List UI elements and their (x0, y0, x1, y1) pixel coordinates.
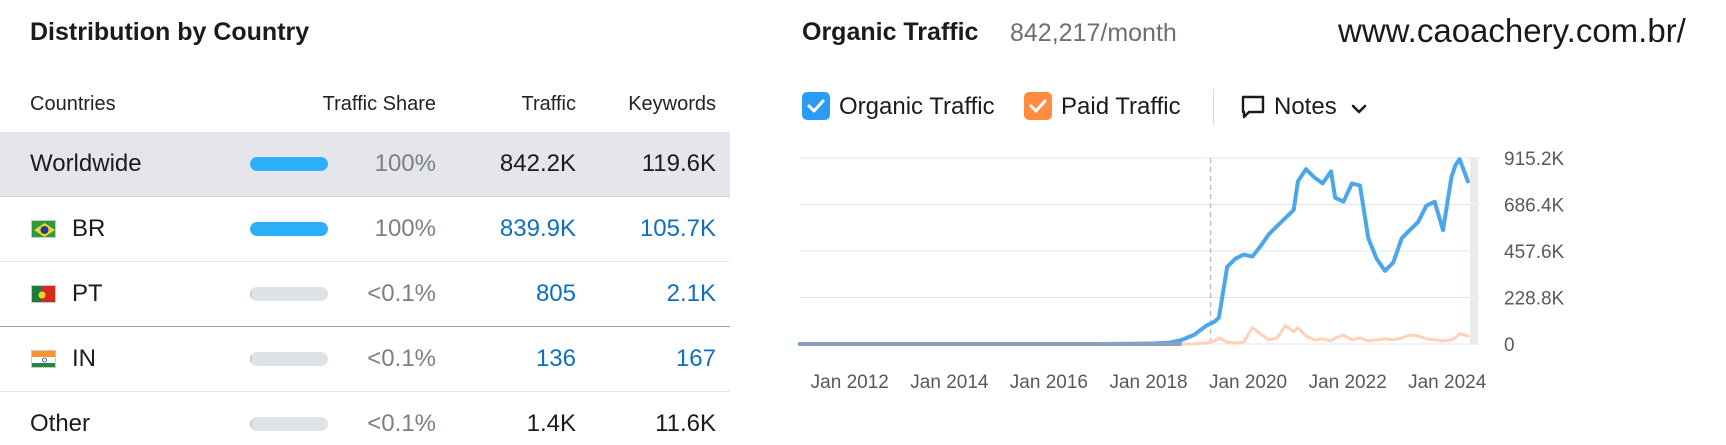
y-tick-label: 915.2K (1504, 150, 1565, 170)
keywords-link[interactable]: 2.1K (666, 280, 716, 307)
column-header-traffic[interactable]: Traffic (521, 93, 576, 115)
keywords-value: 11.6K (655, 410, 716, 437)
traffic-share-value: <0.1% (367, 410, 436, 437)
panel-title: Distribution by Country (30, 18, 310, 46)
traffic-value: 842.2K (499, 150, 576, 177)
traffic-share-fill (250, 352, 252, 366)
traffic-value: 1.4K (526, 410, 576, 437)
country-name: PT (72, 280, 103, 307)
checkbox-checked-icon[interactable] (1024, 92, 1052, 120)
traffic-share-fill (250, 157, 328, 171)
country-name: IN (72, 345, 96, 372)
keywords-link[interactable]: 105.7K (639, 215, 716, 242)
x-tick-label: Jan 2024 (1408, 372, 1487, 393)
legend-divider (1213, 89, 1214, 125)
traffic-link[interactable]: 839.9K (499, 215, 576, 242)
comment-icon (1240, 94, 1266, 125)
country-name: BR (72, 215, 106, 242)
x-tick-label: Jan 2022 (1309, 372, 1387, 393)
traffic-share-bar (250, 222, 328, 236)
traffic-share-value: <0.1% (367, 345, 436, 372)
y-tick-label: 0 (1504, 335, 1515, 356)
table-row-br[interactable]: BR 100% 839.9K 105.7K (0, 197, 730, 262)
legend-paid-label: Paid Traffic (1061, 93, 1181, 120)
chevron-down-icon (1351, 102, 1367, 120)
domain-label: www.caoachery.com.br/ (1338, 12, 1686, 49)
monthly-traffic-value: 842,217/month (1010, 19, 1177, 47)
y-tick-label: 228.8K (1504, 289, 1565, 310)
traffic-share-fill (250, 287, 252, 301)
paid-traffic-line (798, 324, 1470, 346)
x-tick-label: Jan 2020 (1209, 372, 1287, 393)
traffic-link[interactable]: 136 (535, 345, 576, 372)
portugal-flag-icon (31, 285, 56, 303)
y-tick-label: 457.6K (1504, 242, 1565, 263)
column-header-keywords[interactable]: Keywords (628, 93, 716, 115)
traffic-share-bar (250, 287, 328, 301)
traffic-share-fill (250, 222, 328, 236)
table-row-in[interactable]: IN <0.1% 136 167 (0, 327, 730, 392)
country-name: Worldwide (30, 150, 142, 177)
traffic-share-value: 100% (374, 150, 436, 177)
traffic-share-value: <0.1% (367, 280, 436, 307)
notes-label: Notes (1274, 93, 1337, 120)
distribution-panel: Distribution by Country Countries Traffi… (0, 0, 730, 445)
traffic-share-value: 100% (374, 215, 436, 242)
column-header-traffic-share[interactable]: Traffic Share (322, 93, 436, 115)
organic-traffic-panel: Organic Traffic 842,217/month (790, 0, 1726, 445)
x-tick-label: Jan 2014 (910, 372, 989, 393)
table-row-other[interactable]: Other <0.1% 1.4K 11.6K (0, 392, 730, 445)
traffic-share-bar (250, 352, 328, 366)
x-tick-label: Jan 2018 (1109, 372, 1187, 393)
x-tick-label: Jan 2016 (1010, 372, 1088, 393)
traffic-link[interactable]: 805 (535, 280, 576, 307)
checkbox-checked-icon[interactable] (802, 92, 830, 120)
table-row-worldwide[interactable]: Worldwide 100% 842.2K 119.6K (0, 132, 730, 197)
legend-organic-label: Organic Traffic (839, 93, 995, 120)
india-flag-icon (31, 350, 56, 368)
traffic-share-bar (250, 157, 328, 171)
y-tick-label: 686.4K (1504, 196, 1565, 217)
brazil-flag-icon (31, 220, 56, 238)
current-period-band (1470, 158, 1478, 344)
organic-traffic-chart[interactable]: 915.2K 686.4K 457.6K 228.8K 0 Jan 2012 Jan 201… (790, 150, 1726, 445)
traffic-share-bar (250, 417, 328, 431)
organic-traffic-line (798, 157, 1470, 346)
traffic-share-fill (250, 417, 252, 431)
table-row-pt[interactable]: PT <0.1% 805 2.1K (0, 262, 730, 327)
keywords-value: 119.6K (641, 150, 716, 177)
column-header-countries[interactable]: Countries (30, 93, 116, 115)
keywords-link[interactable]: 167 (675, 345, 716, 372)
chart-title: Organic Traffic (802, 18, 979, 46)
x-tick-label: Jan 2012 (811, 372, 889, 393)
country-name: Other (30, 410, 91, 437)
